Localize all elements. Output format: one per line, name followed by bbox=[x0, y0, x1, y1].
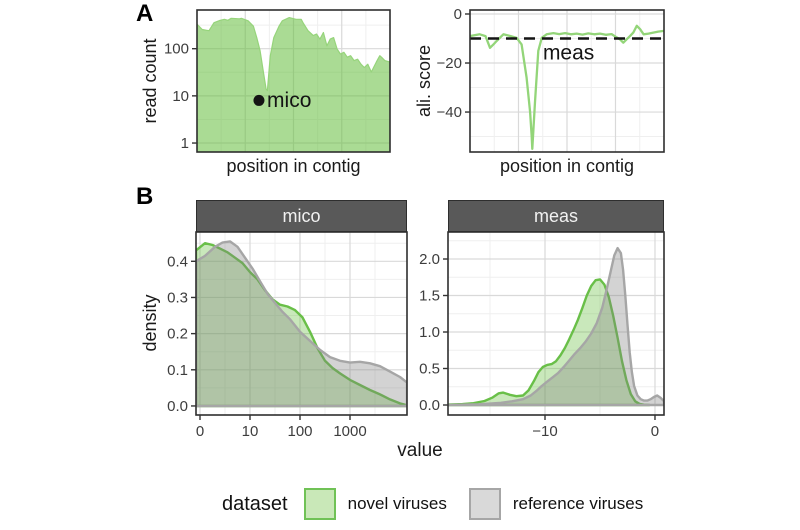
legend: dataset novel viruses reference viruses bbox=[222, 488, 665, 520]
panel-b-label: B bbox=[136, 183, 154, 210]
svg-text:−10: −10 bbox=[532, 423, 557, 440]
panel-read_count: mico 100 10 1 bbox=[164, 9, 391, 153]
panel-ali_score: meas 0 −20 −40 bbox=[437, 6, 665, 153]
svg-text:0: 0 bbox=[454, 6, 462, 23]
svg-text:−40: −40 bbox=[437, 104, 462, 121]
svg-text:10: 10 bbox=[242, 423, 259, 440]
panel-a-label: A bbox=[136, 0, 154, 27]
legend-title: dataset bbox=[222, 492, 288, 515]
legend-swatch-novel-viruses bbox=[303, 488, 336, 520]
svg-text:2.0: 2.0 bbox=[419, 251, 440, 268]
legend-label-novel-viruses: novel viruses bbox=[347, 494, 447, 513]
facet-strip-meas: meas bbox=[448, 200, 664, 232]
svg-text:10: 10 bbox=[172, 88, 189, 105]
svg-text:0.0: 0.0 bbox=[419, 397, 440, 414]
svg-text:−20: −20 bbox=[437, 55, 462, 72]
svg-text:0: 0 bbox=[651, 423, 659, 440]
y-axis-title-read-count: read count bbox=[140, 38, 160, 124]
svg-text:0.2: 0.2 bbox=[167, 326, 188, 343]
svg-text:0.5: 0.5 bbox=[419, 361, 440, 378]
svg-text:1000: 1000 bbox=[333, 423, 366, 440]
svg-text:0.1: 0.1 bbox=[167, 362, 188, 379]
y-axis-title-density: density bbox=[140, 294, 160, 352]
svg-text:1.0: 1.0 bbox=[419, 324, 440, 341]
facet-strip-mico: mico bbox=[196, 200, 407, 232]
svg-text:1: 1 bbox=[181, 135, 189, 152]
facet-strip-meas-label: meas bbox=[533, 205, 578, 226]
svg-text:0.3: 0.3 bbox=[167, 289, 188, 306]
legend-label-reference-viruses: reference viruses bbox=[512, 494, 644, 513]
legend-item-novel-viruses: novel viruses bbox=[303, 488, 447, 520]
svg-text:100: 100 bbox=[287, 423, 312, 440]
panel-density_mico: 0.4 0.3 0.2 0.1 0.0 0 10 100 1000 bbox=[167, 231, 408, 440]
legend-swatch-reference-viruses bbox=[468, 488, 501, 520]
svg-text:1.5: 1.5 bbox=[419, 288, 440, 305]
svg-text:100: 100 bbox=[164, 41, 189, 58]
legend-item-reference-viruses: reference viruses bbox=[468, 488, 644, 520]
svg-text:meas: meas bbox=[543, 41, 594, 64]
x-axis-title-position-left: position in contig bbox=[226, 156, 361, 176]
svg-text:0.0: 0.0 bbox=[167, 398, 188, 415]
svg-text:0.4: 0.4 bbox=[167, 253, 188, 270]
svg-text:0: 0 bbox=[196, 423, 204, 440]
facet-strip-mico-label: mico bbox=[282, 205, 321, 226]
y-axis-title-ali-score: ali. score bbox=[414, 44, 434, 118]
svg-text:mico: mico bbox=[267, 89, 311, 112]
x-axis-title-value: value bbox=[397, 440, 443, 461]
x-axis-title-position-right: position in contig bbox=[499, 156, 635, 176]
panel-density_meas: 2.0 1.5 1.0 0.5 0.0 −10 0 bbox=[419, 231, 665, 440]
